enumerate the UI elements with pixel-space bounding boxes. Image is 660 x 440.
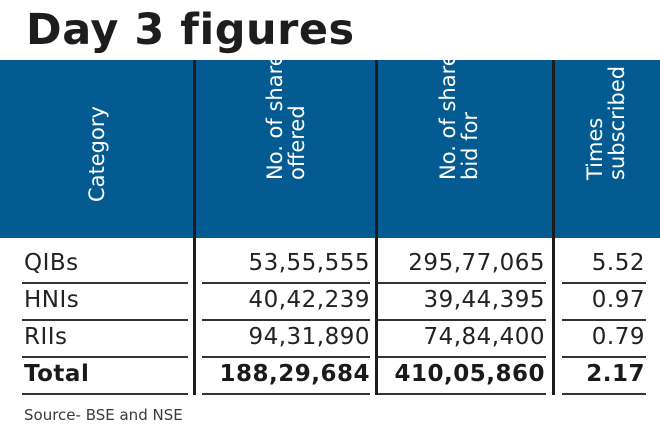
cell-times: 5.52: [591, 250, 645, 276]
row-rule: [202, 393, 370, 395]
row-rule: [22, 282, 188, 284]
column-header-offered-line2: offered: [284, 105, 309, 180]
column-divider: [193, 60, 196, 395]
row-rule: [202, 319, 370, 321]
column-header-bid-line2: bid for: [458, 111, 482, 180]
column-header-offered: No. of shares offered: [196, 42, 375, 238]
cell-offered: 94,31,890: [248, 324, 370, 350]
cell-category: HNIs: [24, 287, 80, 313]
source-note: Source- BSE and NSE: [24, 406, 183, 424]
row-rule: [22, 319, 188, 321]
table-row-total: Total 188,29,684 410,05,860 2.17: [0, 356, 660, 392]
cell-bid: 410,05,860: [394, 361, 545, 387]
column-header-times-line2: subscribed: [604, 65, 629, 180]
cell-times: 0.79: [591, 324, 645, 350]
cell-offered: 53,55,555: [248, 250, 370, 276]
table-row: QIBs 53,55,555 295,77,065 5.52: [0, 245, 660, 281]
column-header-times-line1: Times: [582, 117, 607, 180]
row-rule: [22, 393, 188, 395]
column-header-bid: No. of shares bid for: [378, 42, 552, 238]
page-title: Day 3 figures: [26, 5, 355, 55]
column-divider: [375, 60, 378, 395]
row-rule: [562, 356, 646, 358]
row-rule: [378, 356, 546, 358]
row-rule: [562, 319, 646, 321]
row-rule: [378, 282, 546, 284]
row-rule: [378, 393, 546, 395]
table-header-band: [0, 60, 660, 238]
cell-offered: 40,42,239: [248, 287, 370, 313]
column-header-category: Category: [0, 60, 193, 238]
cell-category: RIIs: [24, 324, 68, 350]
column-header-category-label: Category: [84, 106, 109, 202]
cell-category: Total: [24, 361, 90, 387]
table-row: HNIs 40,42,239 39,44,395 0.97: [0, 282, 660, 318]
cell-category: QIBs: [24, 250, 79, 276]
cell-times: 2.17: [586, 361, 645, 387]
row-rule: [562, 393, 646, 395]
cell-bid: 74,84,400: [423, 324, 545, 350]
table-row: RIIs 94,31,890 74,84,400 0.79: [0, 319, 660, 355]
row-rule: [22, 356, 188, 358]
column-divider: [552, 60, 555, 395]
cell-times: 0.97: [591, 287, 645, 313]
row-rule: [202, 282, 370, 284]
row-rule: [562, 282, 646, 284]
cell-offered: 188,29,684: [219, 361, 370, 387]
row-rule: [378, 319, 546, 321]
column-header-offered-line1: No. of shares: [262, 42, 287, 180]
cell-bid: 295,77,065: [408, 250, 545, 276]
column-header-times: Times subscribed: [555, 60, 660, 238]
row-rule: [202, 356, 370, 358]
column-header-bid-line1: No. of shares: [436, 42, 460, 180]
cell-bid: 39,44,395: [423, 287, 545, 313]
